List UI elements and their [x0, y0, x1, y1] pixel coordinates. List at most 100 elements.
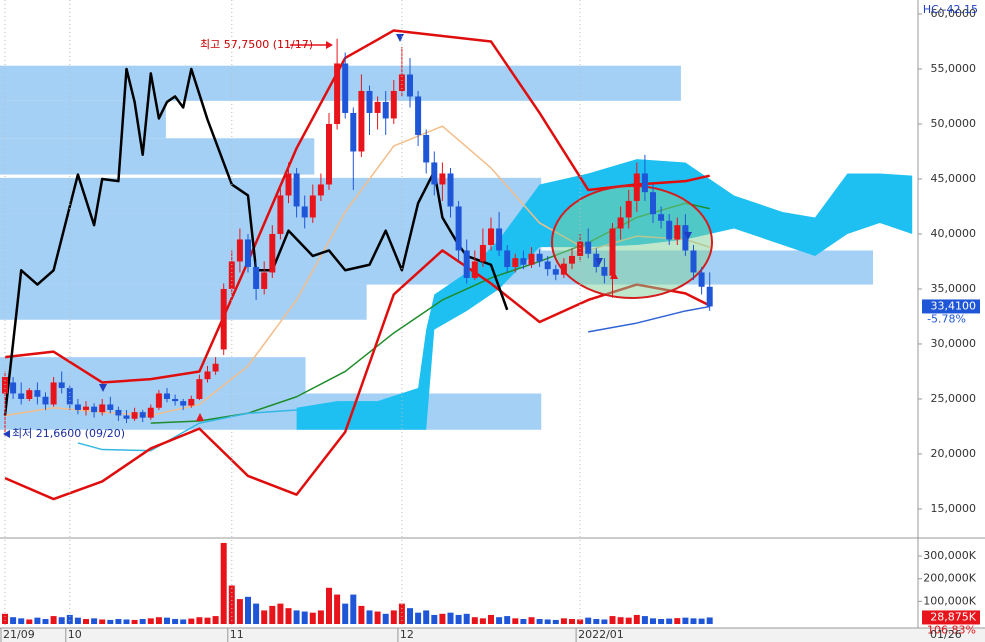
- x-tick-label: 21/09: [3, 628, 35, 641]
- volume-bar: [593, 619, 600, 624]
- volume-bar: [99, 619, 106, 624]
- candle-body: [625, 200, 632, 218]
- profile-band: [0, 138, 315, 175]
- volume-bar: [552, 619, 559, 624]
- volume-bar: [220, 542, 227, 624]
- volume-bar: [253, 603, 260, 624]
- candle-body: [415, 96, 422, 135]
- volume-bar: [204, 617, 211, 624]
- right-axis-bg: [918, 0, 985, 642]
- candle-body: [155, 393, 162, 408]
- candle-body: [172, 398, 179, 402]
- volume-bar: [463, 613, 470, 624]
- volume-bar: [666, 618, 673, 624]
- volume-bar: [690, 618, 697, 624]
- down-arrow: [99, 384, 107, 392]
- last-volume-label: 28,875K: [930, 610, 976, 623]
- y-tick-label: 35,0000: [931, 282, 977, 295]
- volume-bar: [479, 618, 486, 624]
- volume-tick-label: 200,000K: [923, 572, 976, 585]
- candle-body: [431, 162, 438, 185]
- volume-bar: [58, 617, 65, 624]
- candle-body: [366, 90, 373, 113]
- volume-bar: [706, 617, 713, 624]
- volume-bar: [139, 619, 146, 624]
- y-tick-label: 15,0000: [931, 502, 977, 515]
- candle-body: [285, 173, 292, 196]
- candle-body: [236, 239, 243, 262]
- candle-body: [196, 379, 203, 399]
- volume-bar: [609, 616, 616, 624]
- profile-band: [0, 65, 681, 101]
- volume-bar: [577, 619, 584, 624]
- candle-body: [269, 233, 276, 273]
- candle-body: [585, 241, 592, 254]
- candle-body: [374, 101, 381, 113]
- volume-bar: [196, 617, 203, 624]
- indicator-line: [588, 305, 710, 333]
- candle-body: [382, 101, 389, 119]
- end-date: 01/26: [930, 628, 962, 641]
- volume-bar: [496, 617, 503, 624]
- volume-bar: [245, 596, 251, 624]
- volume-bar: [423, 610, 430, 624]
- volume-bar: [407, 608, 413, 624]
- candle-body: [42, 396, 49, 405]
- volume-bar: [382, 613, 389, 624]
- volume-bar: [277, 603, 284, 624]
- candle-body: [293, 173, 300, 207]
- cloud-area: [296, 159, 913, 430]
- candle-body: [26, 390, 33, 399]
- candle-body: [10, 382, 17, 394]
- volume-bar: [2, 613, 8, 624]
- volume-bar: [625, 617, 632, 624]
- candle-body: [569, 255, 575, 264]
- candle-body: [58, 382, 65, 388]
- volume-bar: [390, 610, 397, 624]
- volume-tick-label: 100,000K: [923, 594, 976, 607]
- candle-body: [658, 214, 665, 221]
- candle-body: [220, 288, 227, 350]
- candle-body: [164, 393, 170, 399]
- candle-body: [2, 376, 8, 394]
- candle-body: [536, 253, 543, 262]
- candle-body: [423, 134, 430, 163]
- candle-body: [496, 228, 503, 251]
- volume-bar: [74, 617, 81, 624]
- up-arrow: [610, 271, 618, 279]
- y-tick-label: 40,0000: [931, 227, 977, 240]
- y-tick-label: 60,0000: [931, 7, 977, 20]
- volume-bar: [50, 616, 57, 624]
- volume-bar: [447, 612, 454, 624]
- candle-body: [528, 253, 535, 265]
- volume-bar: [164, 617, 170, 624]
- volume-ratio-label: 106.83%: [927, 623, 976, 636]
- last-price-box: [922, 299, 980, 314]
- volume-bar: [536, 619, 543, 624]
- volume-bar: [269, 605, 276, 624]
- hc-label: HC:-42.15: [923, 3, 978, 16]
- volume-bar: [504, 616, 511, 624]
- volume-bar: [601, 619, 608, 624]
- volume-bar: [374, 611, 381, 624]
- down-arrow: [595, 258, 603, 266]
- volume-bar: [180, 619, 187, 624]
- volume-bar: [439, 613, 446, 624]
- candle-body: [228, 261, 235, 289]
- profile-band: [0, 100, 166, 139]
- candle-body: [479, 244, 486, 262]
- volume-bar: [26, 619, 33, 624]
- volume-bar: [528, 617, 535, 624]
- candle-body: [123, 415, 130, 419]
- candle-body: [309, 195, 316, 218]
- y-tick-label: 45,0000: [931, 172, 977, 185]
- volume-bar: [212, 616, 219, 624]
- candle-body: [204, 371, 211, 380]
- candle-body: [99, 404, 106, 413]
- volume-bar: [682, 617, 689, 624]
- candle-body: [544, 261, 551, 270]
- high-note: 최고 57,7500 (11/17): [200, 38, 313, 51]
- volume-bar: [698, 618, 705, 624]
- candle-body: [504, 250, 511, 267]
